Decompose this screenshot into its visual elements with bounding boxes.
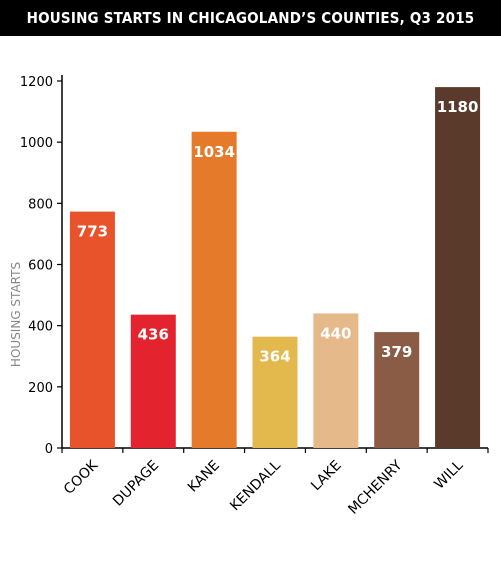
bar	[374, 332, 420, 448]
y-tick-label: 0	[45, 442, 53, 457]
y-axis-label: HOUSING STARTS	[9, 262, 23, 367]
x-tick-label: KENDALL	[227, 457, 284, 514]
data-label: 1034	[193, 143, 235, 161]
x-tick-label: DUPAGE	[110, 458, 162, 510]
data-label: 1180	[437, 98, 479, 116]
x-tick-label: COOK	[61, 457, 102, 498]
data-label: 773	[77, 223, 108, 241]
data-label: 436	[138, 326, 169, 344]
bar	[313, 313, 359, 448]
x-tick-label: WILL	[431, 457, 466, 492]
y-tick-label: 1000	[20, 136, 53, 151]
x-tick-label: LAKE	[308, 458, 345, 495]
x-tick-label: MCHENRY	[345, 457, 405, 517]
y-tick-label: 1200	[20, 75, 53, 90]
data-label: 440	[320, 324, 351, 342]
bar	[252, 336, 298, 448]
bar	[435, 87, 481, 448]
x-tick-label: KANE	[185, 458, 223, 496]
bar	[191, 131, 237, 448]
y-tick-label: 200	[28, 381, 53, 396]
y-tick-label: 800	[28, 197, 53, 212]
chart-area: 0 200 400 600 800 1000 1200 773 COOK 436 DUPAGE 10…	[0, 36, 501, 570]
chart-title: HOUSING STARTS IN CHICAGOLAND’S COUNTIES…	[0, 0, 501, 36]
y-tick-label: 600	[28, 259, 53, 274]
bar	[69, 211, 115, 448]
data-label: 364	[259, 348, 290, 366]
bar	[130, 314, 176, 448]
y-tick-label: 400	[28, 320, 53, 335]
data-label: 379	[381, 343, 412, 361]
labels: 773 COOK 436 DUPAGE 1034 KANE 364 KENDALL 440 LAK…	[61, 98, 478, 518]
bars	[69, 87, 481, 448]
bar-chart: 0 200 400 600 800 1000 1200 773 COOK 436 DUPAGE 10…	[9, 75, 489, 518]
